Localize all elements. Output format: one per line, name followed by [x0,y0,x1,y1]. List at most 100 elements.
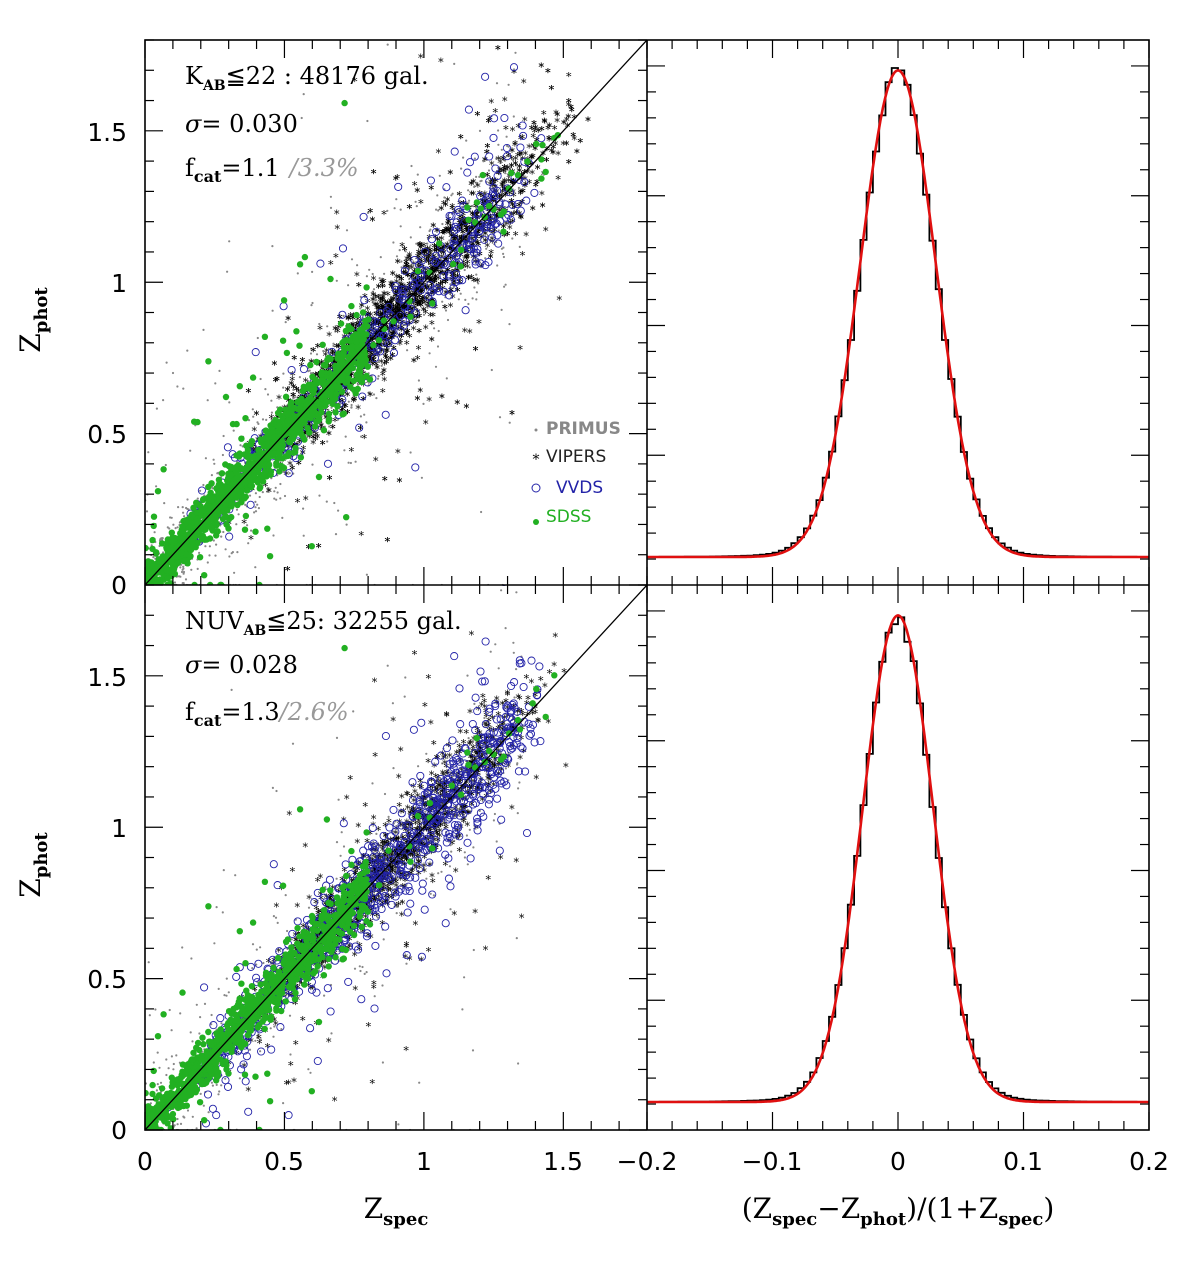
vvds-point [391,282,400,291]
vipers-point: * [564,115,570,128]
vipers-point: * [505,163,511,176]
vipers-point: * [409,279,415,292]
vipers-point: * [404,260,410,273]
vipers-point: * [439,246,445,259]
vipers-point: * [494,212,500,225]
vipers-point: * [532,144,538,157]
primus-point [473,157,476,160]
vipers-point: * [364,334,370,347]
vipers-point: * [514,208,520,221]
vipers-point: * [345,314,351,327]
vipers-point: * [396,307,402,320]
primus-point [396,34,398,36]
primus-point [418,388,422,391]
vvds-point [490,114,499,123]
primus-point [196,567,199,571]
vipers-point: * [530,151,536,164]
primus-point [465,228,469,231]
vipers-point: * [432,275,438,288]
vipers-point: * [566,157,572,170]
primus-point [422,313,426,316]
vipers-point: * [526,177,532,190]
vipers-point: * [388,299,394,312]
vipers-point: * [485,142,491,155]
vvds-point [442,183,451,192]
vipers-point: * [505,230,511,243]
vvds-point [455,276,464,285]
vipers-point: * [423,418,429,431]
vipers-point: * [381,309,387,322]
vipers-point: * [517,209,523,222]
vipers-point: * [383,349,389,362]
sdss-point [353,311,360,319]
vipers-point: * [535,126,541,139]
vipers-point: * [438,263,444,276]
vipers-point: * [436,273,442,286]
primus-point [212,539,215,542]
vipers-point: * [380,318,386,331]
primus-point [468,199,471,202]
vipers-point: * [419,274,425,287]
vipers-point: * [250,441,256,454]
vipers-point: * [440,268,446,281]
vipers-point: * [510,177,516,190]
vipers-point: * [380,294,386,307]
vipers-point: * [390,321,396,334]
sdss-point [538,156,545,163]
primus-point [490,368,493,372]
primus-point [204,545,207,548]
vipers-point: * [443,277,449,290]
vvds-point [493,231,502,240]
vipers-point: * [458,236,464,249]
vipers-point: * [448,168,454,181]
vipers-point: * [400,288,406,301]
vipers-point: * [297,436,303,449]
vipers-point: * [325,362,331,375]
primus-point [164,463,167,467]
vipers-point: * [426,253,432,266]
vipers-point: * [549,146,555,159]
primus-point [383,284,386,287]
vipers-point: * [419,288,425,301]
primus-point [363,413,366,416]
vipers-point: * [431,259,437,272]
vipers-point: * [434,242,440,255]
vipers-point: * [412,289,418,302]
vipers-point: * [458,133,464,146]
vipers-point: * [412,280,418,293]
vipers-point: * [365,297,371,310]
vipers-point: * [410,291,416,304]
vipers-point: * [390,351,396,364]
vipers-point: * [434,287,440,300]
vipers-point: * [334,342,340,355]
vipers-point: * [426,395,432,408]
vipers-point: * [337,313,343,326]
vipers-point: * [374,303,380,316]
vipers-point: * [395,309,401,322]
vipers-point: * [490,180,496,193]
vipers-point: * [391,301,397,314]
vipers-point: * [426,251,432,264]
vvds-point [450,147,459,156]
vipers-point: * [433,265,439,278]
vipers-point: * [445,219,451,232]
vipers-point: * [507,223,513,236]
primus-point [228,240,231,243]
primus-point [325,500,328,503]
vipers-point: * [482,214,488,227]
vipers-point: * [303,376,309,389]
vipers-point: * [487,113,493,126]
vipers-point: * [475,276,481,289]
vipers-point: * [518,187,524,200]
vipers-point: * [404,260,410,273]
vipers-point: * [566,97,572,110]
vipers-point: * [412,267,418,280]
primus-point [212,458,215,461]
vipers-point: * [424,254,430,267]
vipers-point: * [378,329,384,342]
vipers-point: * [349,445,355,458]
vipers-point: * [447,244,453,257]
vipers-point: * [550,142,556,155]
vipers-point: * [330,347,336,360]
vipers-point: * [519,197,525,210]
